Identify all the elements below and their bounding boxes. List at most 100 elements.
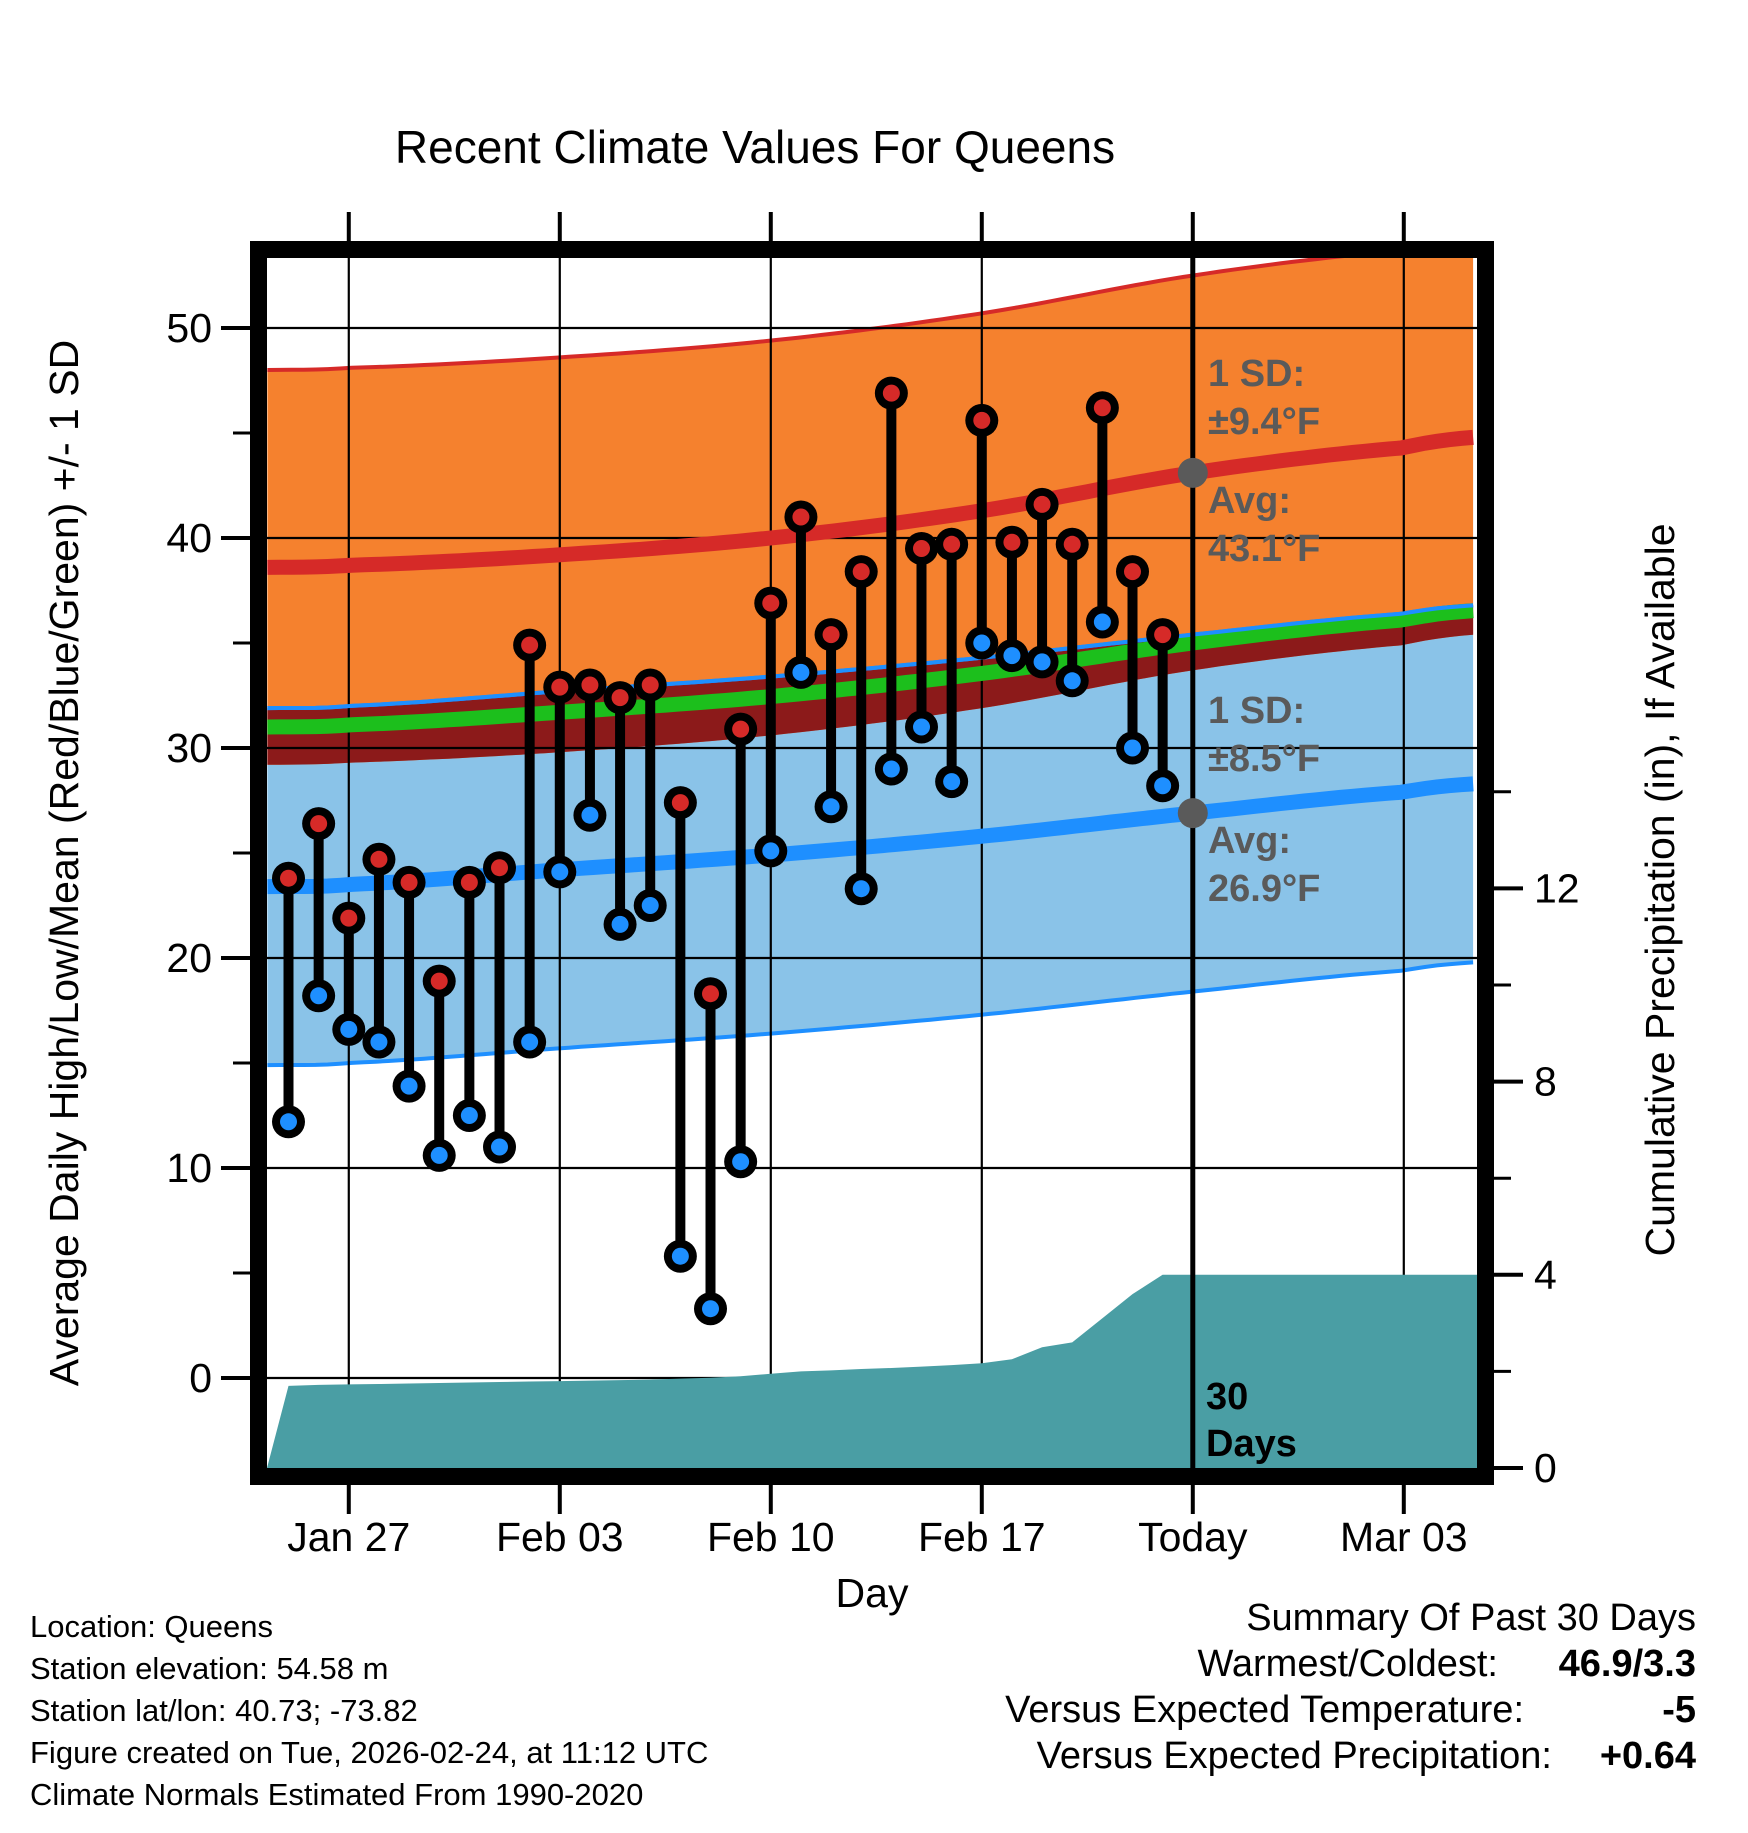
daily-high-low-markers [272,376,1180,1326]
day-marker [1025,487,1059,679]
high-dot [913,540,931,557]
low-dot [822,798,840,816]
low-dot [551,863,569,881]
high-dot [702,985,720,1003]
summary-warmest-value: 46.9/3.3 [1559,1643,1696,1685]
low-dot [1033,653,1051,671]
plot-frame [221,212,1523,1514]
day-marker [694,977,728,1326]
low-dot [792,663,810,681]
high-dot [641,676,659,694]
day-marker [935,527,969,799]
y-right-tick-label: 12 [1534,865,1580,911]
high-dot [943,535,961,553]
summary-title: Summary Of Past 30 Days [1246,1597,1696,1639]
today-line-group [1177,258,1208,1468]
y-right-tick-label: 0 [1534,1445,1557,1491]
high-dot [611,689,629,707]
high-dot [521,636,539,654]
low-dot [671,1247,689,1265]
high-dot [1003,533,1021,551]
low-dot [340,1020,358,1038]
thirty-days-label-line2: Days [1206,1423,1297,1465]
low-dot [581,806,599,824]
y-right-tick-label: 8 [1534,1059,1557,1105]
footer-location: Location: Queens [30,1609,273,1644]
low-avg-annotation-line2: 26.9°F [1208,868,1320,910]
high-dot [1124,563,1142,581]
high-dot [792,508,810,526]
y-right-tick-label: 4 [1534,1252,1557,1298]
high-dot [732,720,750,738]
day-marker [814,618,848,824]
today-high-avg-dot [1177,457,1208,488]
low-dot [280,1113,297,1131]
x-tick-label: Feb 03 [496,1514,624,1560]
mean-temp-line [267,603,1474,735]
day-marker [422,964,456,1172]
high-dot [973,411,991,429]
low-dot [370,1033,388,1051]
frame-rect [250,241,1494,1485]
day-marker [302,807,336,1013]
day-marker [874,376,908,786]
day-marker [1055,527,1089,698]
day-marker [452,865,486,1132]
low-dot [1063,672,1081,690]
day-marker [603,681,637,941]
high-dot [340,909,358,927]
y-left-tick-label: 20 [166,935,212,981]
day-marker [784,500,818,689]
footer-latlon: Station lat/lon: 40.73; -73.82 [30,1693,418,1728]
low-sd-annotation-line2: ±8.5°F [1208,738,1320,780]
low-sd-annotation-line1: 1 SD: [1208,690,1305,732]
high-dot [882,384,900,402]
high-dot [310,815,328,833]
high-sd-annotation-line2: ±9.4°F [1208,401,1320,443]
low-dot [1003,647,1021,665]
high-dot [852,563,870,581]
y-axis-title-left: Average Daily High/Low/Mean (Red/Blue/Gr… [41,340,87,1386]
low-dot [1093,613,1111,631]
summary-vs-precip-label: Versus Expected Precipitation: [1037,1735,1552,1777]
high-dot [822,626,840,644]
day-marker [995,525,1029,673]
high-sd-annotation-line1: 1 SD: [1208,353,1305,395]
precip-area-path [267,1274,1477,1468]
day-marker [392,865,426,1103]
low-dot [641,897,659,914]
high-dot [1154,626,1172,644]
summary-warmest-label: Warmest/Coldest: [1197,1643,1498,1685]
low-dot [852,880,870,898]
high-avg-annotation-line1: Avg: [1208,480,1291,522]
low-dot [460,1107,478,1124]
x-tick-label: Feb 17 [918,1514,1046,1560]
high-dot [1063,535,1081,553]
high-dot [400,873,418,891]
high-dot [671,794,689,812]
y-left-tick-label: 40 [166,515,212,561]
y-left-tick-label: 50 [166,305,212,351]
high-dot [1033,495,1051,513]
footer-normals-note: Climate Normals Estimated From 1990-2020 [30,1777,643,1812]
x-tick-label: Jan 27 [287,1514,410,1560]
thirty-days-label-line1: 30 [1206,1376,1248,1418]
y-axis-title-right: Cumulative Precipitation (in), If Availa… [1637,523,1683,1256]
high-dot [460,873,478,891]
summary-vs-temp-value: -5 [1662,1689,1696,1731]
high-dot [762,594,780,612]
day-marker [362,842,396,1059]
today-low-avg-dot [1177,798,1208,829]
day-marker [1146,618,1180,803]
low-dot [762,842,780,860]
low-dot [882,760,900,778]
day-marker [905,532,939,744]
high-avg-annotation-line2: 43.1°F [1208,528,1320,570]
low-dot [702,1300,720,1318]
low-dot [491,1138,509,1156]
y-left-tick-label: 0 [189,1355,212,1401]
x-tick-label: Today [1138,1514,1248,1560]
day-marker [663,786,697,1273]
chart-title: Recent Climate Values For Queens [395,121,1115,173]
summary-vs-precip-value: +0.64 [1600,1735,1696,1777]
